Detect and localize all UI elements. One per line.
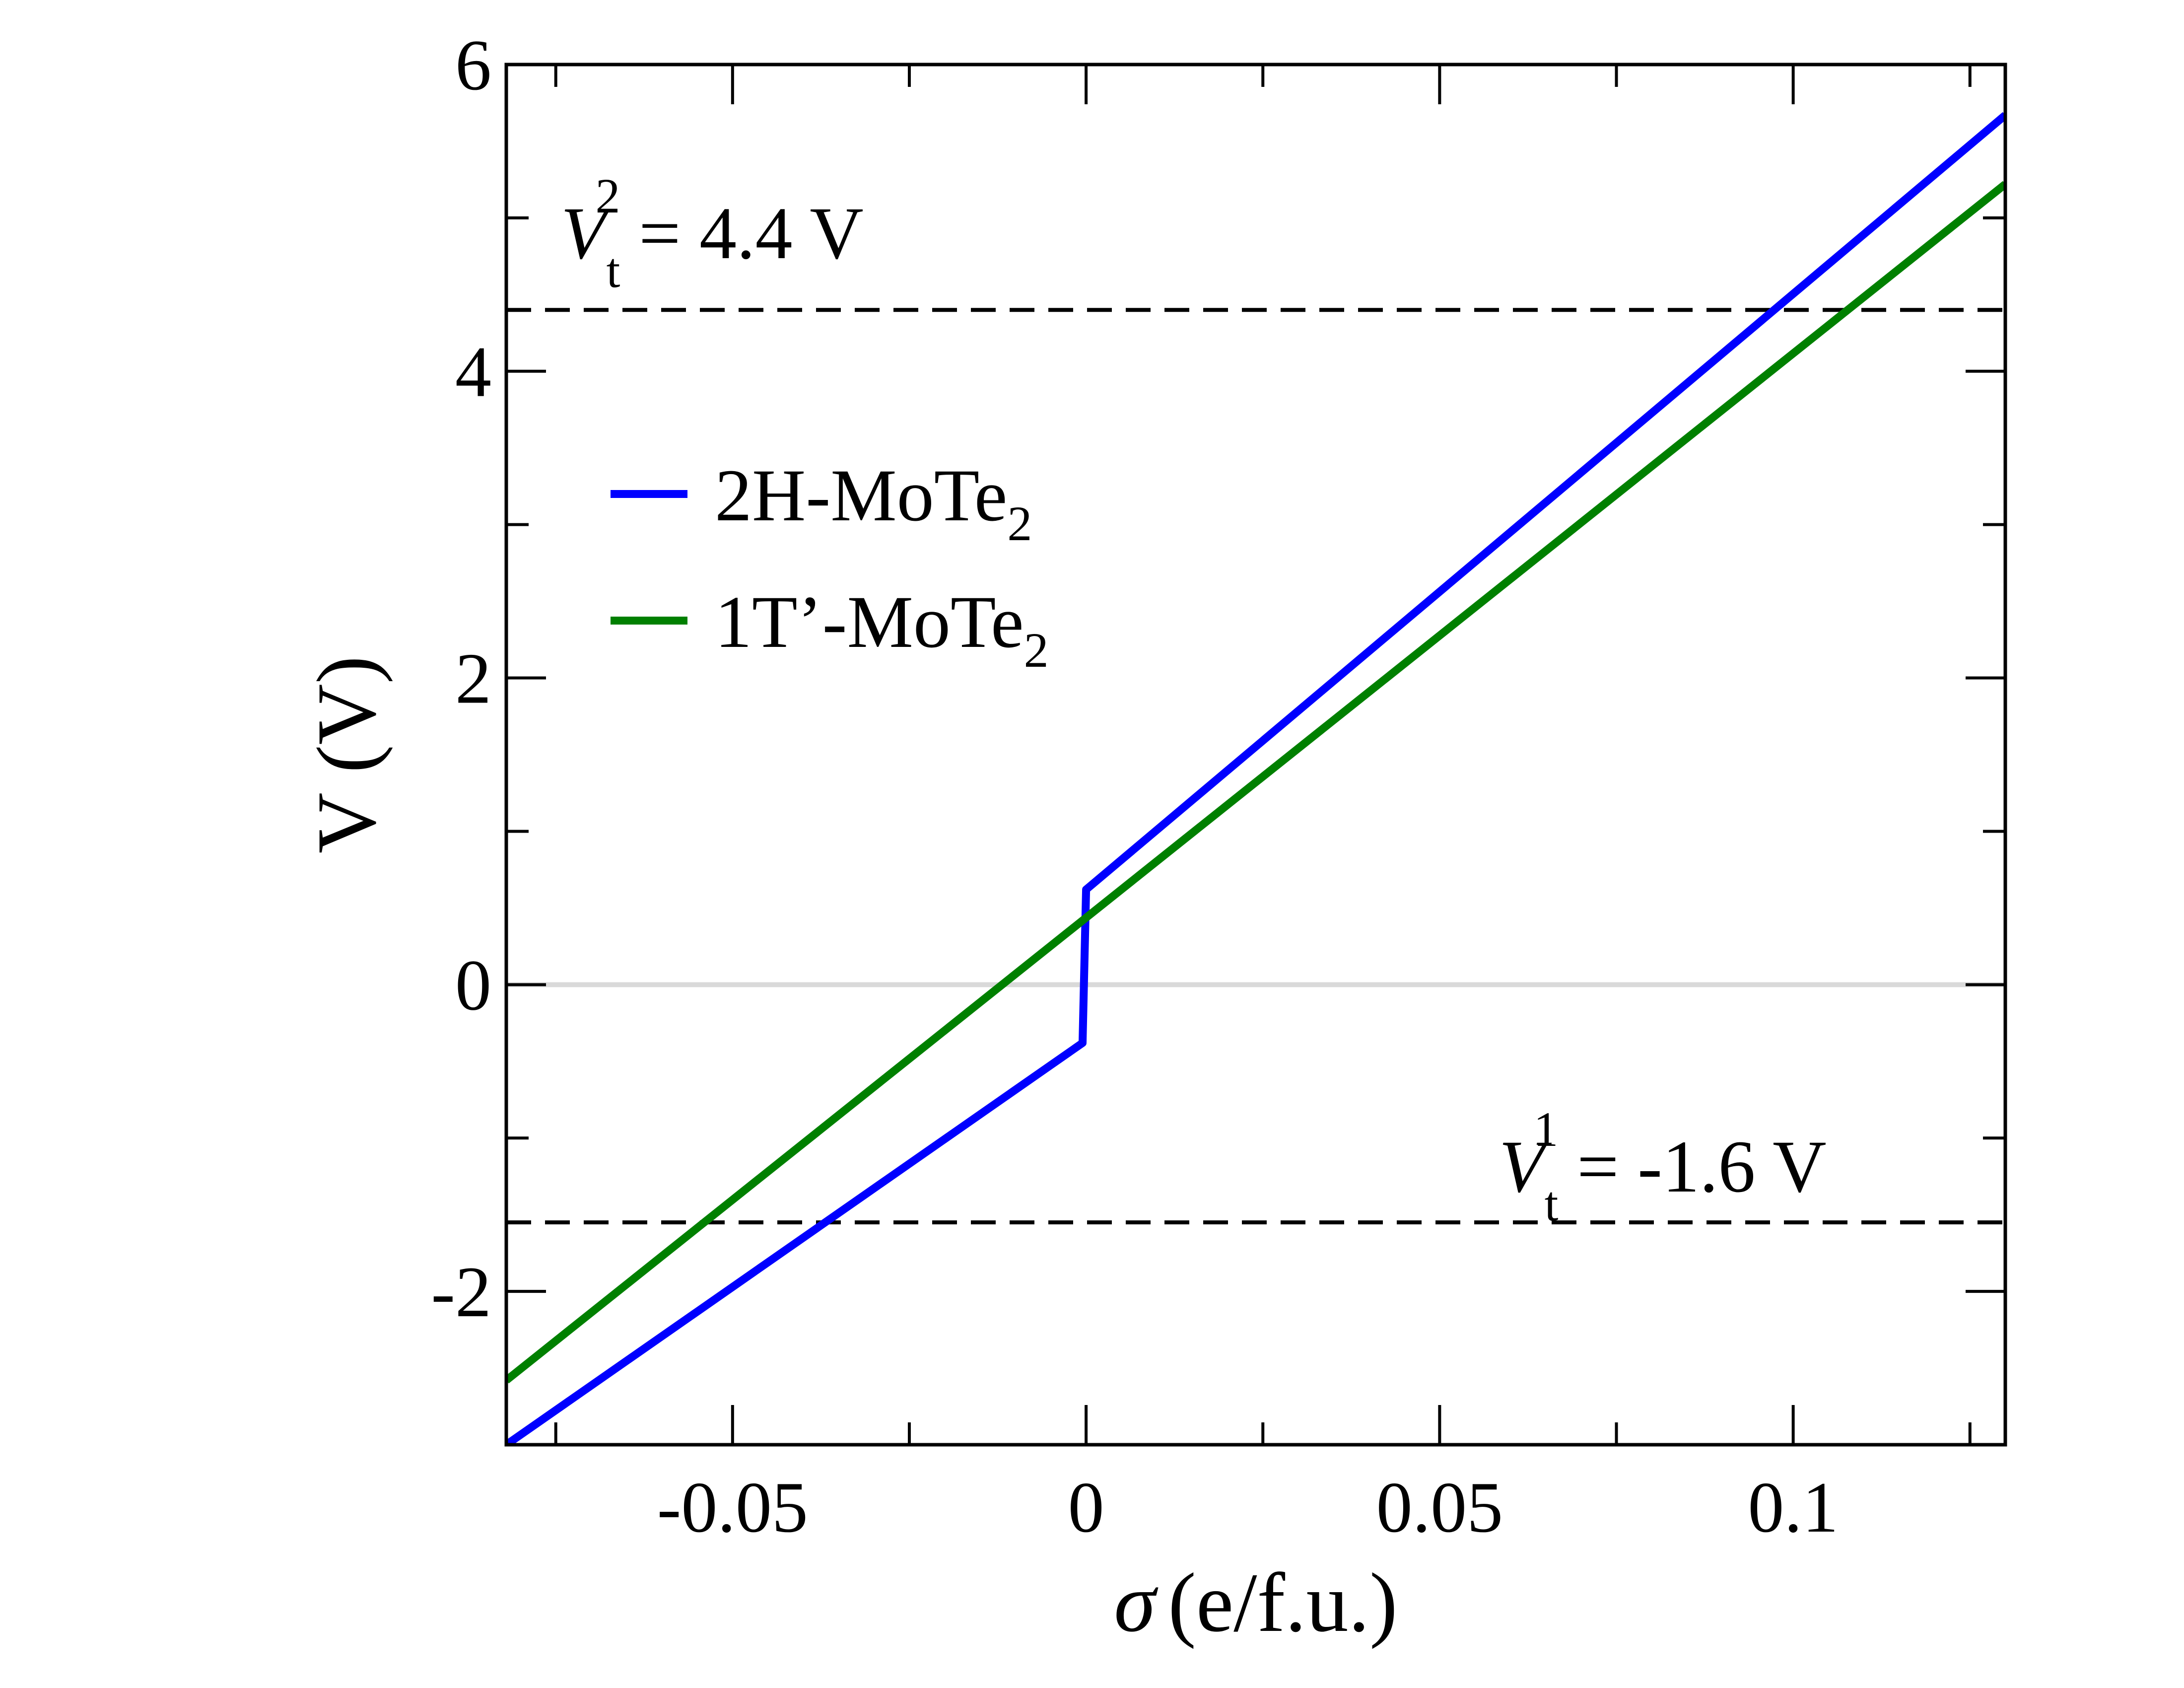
x-tick-label: -0.05 [657,1467,808,1547]
x-axis-symbol: σ [1114,1556,1159,1649]
y-tick-label: 2 [455,638,491,719]
y-axis-title: V (V) [300,656,393,853]
annotation-vt2-sub: t [607,243,620,298]
legend-label-2h-main: 2H-MoTe [715,454,1007,537]
legend-label-2h-sub: 2 [1007,496,1032,551]
annotation-vt1-main: V [1499,1125,1552,1208]
annotation-vt1-sub: t [1545,1176,1559,1231]
annotation-vt1: Vt 1 = -1.6 V [1499,1102,1827,1231]
axis-ticks [506,63,2005,1445]
plot-frame [504,63,2007,1447]
annotation-vt2-sup: 2 [595,168,620,223]
y-tick-label: 0 [455,945,491,1025]
legend-label-1t: 1T’-MoTe2 [715,581,1049,678]
annotation-vt2-main: V [561,192,614,275]
y-tick-labels: -2 0 2 4 6 [431,25,491,1332]
series-line-0 [506,112,2005,1445]
series-line-1 [506,181,2005,1384]
x-axis-title: σ (e/f.u.) [1114,1556,1397,1649]
legend-label-2h: 2H-MoTe2 [715,454,1032,551]
annotation-vt1-rest: = -1.6 V [1558,1125,1826,1208]
x-tick-label: 0.1 [1748,1467,1839,1547]
x-tick-labels: -0.05 0 0.05 0.1 [657,1467,1839,1547]
annotation-vt2: Vt 2 = 4.4 V [561,168,864,298]
legend-label-1t-sub: 2 [1024,623,1049,678]
y-tick-label: -2 [431,1252,491,1332]
y-tick-label: 4 [455,332,491,412]
reference-lines [506,308,2005,1225]
x-axis-unit: (e/f.u.) [1168,1556,1398,1649]
y-tick-label: 6 [455,25,491,105]
legend: 2H-MoTe2 1T’-MoTe2 [611,454,1049,678]
x-tick-label: 0.05 [1376,1467,1503,1547]
x-tick-label: 0 [1068,1467,1104,1547]
series-lines [506,112,2005,1445]
annotation-vt1-sup: 1 [1533,1102,1558,1157]
annotation-vt2-rest: = 4.4 V [620,192,863,275]
legend-label-1t-main: 1T’-MoTe [715,581,1024,663]
